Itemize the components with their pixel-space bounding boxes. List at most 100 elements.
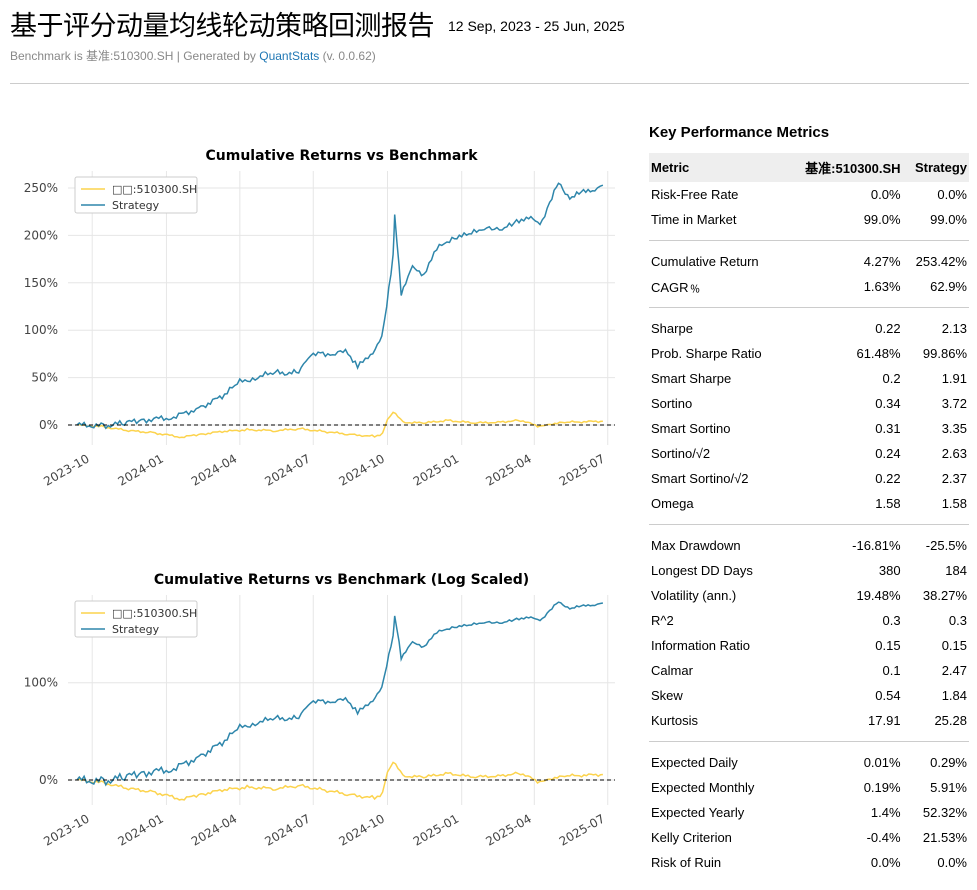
metric-row: Max Drawdown -16.81% -25.5% (649, 533, 969, 558)
separator-cell (649, 516, 969, 533)
header-benchmark: 基准:510300.SH (784, 153, 903, 182)
metrics-separator (649, 232, 969, 249)
benchmark-value: 1.63% (863, 279, 901, 294)
legend-box (74, 600, 198, 638)
benchmark-value: 17.91 (868, 713, 901, 728)
strategy-value: 2.13 (941, 321, 967, 336)
benchmark-value: 61.48% (856, 346, 901, 361)
benchmark-line (76, 761, 603, 801)
metrics-title: Key Performance Metrics (649, 124, 830, 141)
legend-label: Strategy (112, 199, 160, 212)
cumulative-returns-svg: Cumulative Returns vs Benchmark 2023-10 20… (24, 148, 615, 489)
x-tick-label: 2024-04 (189, 811, 239, 848)
separator-line (649, 240, 969, 241)
separator-cell (649, 232, 969, 249)
x-tick-label: 2024-07 (262, 811, 312, 848)
x-tick-label: 2025-04 (483, 451, 533, 488)
strategy-value: 99.86% (922, 346, 967, 361)
strategy-value: 38.27% (922, 588, 967, 603)
legend: □□:510300.SH Strategy (74, 600, 198, 638)
metric-name: Sortino (651, 396, 693, 411)
y-tick-label: 50% (31, 371, 58, 385)
chart-title: Cumulative Returns vs Benchmark (Log Sca… (154, 572, 529, 588)
metric-row: Sortino/√2 0.24 2.63 (649, 441, 969, 466)
x-tick-label: 2025-01 (411, 811, 461, 848)
date-range: 12 Sep, 2023 - 25 Jun, 2025 (448, 18, 625, 34)
legend-label: □□:510300.SH (112, 183, 197, 196)
metric-row: Smart Sortino/√2 0.22 2.37 (649, 466, 969, 491)
y-tick-label: 0% (39, 418, 58, 432)
benchmark-value: 0.2 (882, 371, 901, 386)
benchmark-value: 0.31 (875, 421, 901, 436)
quantstats-link[interactable]: QuantStats (259, 49, 320, 63)
metric-name: Kurtosis (651, 713, 698, 728)
benchmark-value: -0.4% (866, 830, 901, 845)
metric-row: Omega 1.58 1.58 (649, 491, 969, 516)
benchmark-value: 0.34 (875, 396, 901, 411)
metric-name: Prob. Sharpe Ratio (651, 346, 762, 361)
header-divider (10, 83, 969, 84)
metric-row: Time in Market 99.0% 99.0% (649, 207, 969, 232)
separator-line (649, 524, 969, 525)
y-tick-label: 150% (24, 276, 58, 290)
benchmark-value: 0.15 (875, 638, 901, 653)
legend-box (74, 176, 198, 214)
strategy-value: 2.47 (941, 663, 967, 678)
y-tick-label: 100% (24, 323, 58, 337)
strategy-value: 1.84 (941, 688, 967, 703)
metric-name: Omega (651, 496, 694, 511)
x-tick-label: 2025-07 (557, 451, 607, 488)
strategy-value: 253.42% (915, 254, 967, 269)
strategy-value: 184 (945, 563, 967, 578)
header-strategy: Strategy (902, 153, 969, 182)
metric-name: Risk of Ruin (651, 855, 722, 870)
benchmark-text: Benchmark is 基准:510300.SH | Generated by (10, 49, 260, 63)
strategy-value: 0.0% (937, 855, 967, 870)
version-text: (v. 0.0.62) (319, 49, 376, 63)
metric-name: Sortino/√2 (651, 446, 711, 461)
metric-name: Sharpe (651, 321, 693, 336)
metric-name: Volatility (ann.) (651, 588, 737, 603)
metric-name: Skew (651, 688, 683, 703)
metric-name: Smart Sortino/√2 (651, 471, 749, 486)
strategy-value: 2.37 (941, 471, 967, 486)
x-tick-label: 2023-10 (41, 811, 91, 848)
metric-name: Time in Market (651, 212, 737, 227)
benchmark-value: 4.27% (863, 254, 901, 269)
metric-name: Smart Sharpe (651, 371, 732, 386)
metric-row: Information Ratio 0.15 0.15 (649, 633, 969, 658)
benchmark-value: 0.1 (882, 663, 901, 678)
cumulative-returns-log-svg: Cumulative Returns vs Benchmark (Log Sca… (24, 572, 615, 849)
metric-row: Kelly Criterion -0.4% 21.53% (649, 825, 969, 850)
metric-name: Kelly Criterion (651, 830, 732, 845)
y-tick-label: 200% (24, 228, 58, 242)
metric-row: Longest DD Days 380 184 (649, 558, 969, 583)
strategy-value: 21.53% (922, 830, 967, 845)
x-tick-label: 2025-01 (411, 451, 461, 488)
strategy-line (76, 601, 604, 787)
metric-row: Expected Daily 0.01% 0.29% (649, 750, 969, 775)
benchmark-value: 380 (878, 563, 901, 578)
x-tick-label: 2024-10 (337, 451, 387, 488)
benchmark-value: 0.22 (875, 471, 901, 486)
metric-name: Cumulative Return (651, 254, 759, 269)
benchmark-value: 0.0% (870, 187, 901, 202)
strategy-value: 0.15 (941, 638, 967, 653)
benchmark-value: 0.22 (875, 321, 901, 336)
x-tick-label: 2025-07 (557, 811, 607, 848)
cumulative-returns-log-chart: Cumulative Returns vs Benchmark (Log Sca… (0, 565, 630, 890)
metric-row: Expected Yearly 1.4% 52.32% (649, 800, 969, 825)
x-tick-label: 2025-04 (483, 811, 533, 848)
strategy-value: 3.72 (941, 396, 967, 411)
metric-name: Longest DD Days (651, 563, 753, 578)
metric-row: Prob. Sharpe Ratio 61.48% 99.86% (649, 341, 969, 366)
metrics-separator (649, 733, 969, 750)
strategy-line (76, 182, 604, 430)
strategy-value: -25.5% (925, 538, 967, 553)
separator-cell (649, 733, 969, 750)
x-tick-label: 2024-01 (116, 451, 166, 488)
benchmark-value: 0.0% (870, 855, 901, 870)
y-tick-label: 100% (24, 676, 58, 690)
header-metric: Metric (649, 153, 785, 182)
strategy-value: 25.28 (934, 713, 967, 728)
